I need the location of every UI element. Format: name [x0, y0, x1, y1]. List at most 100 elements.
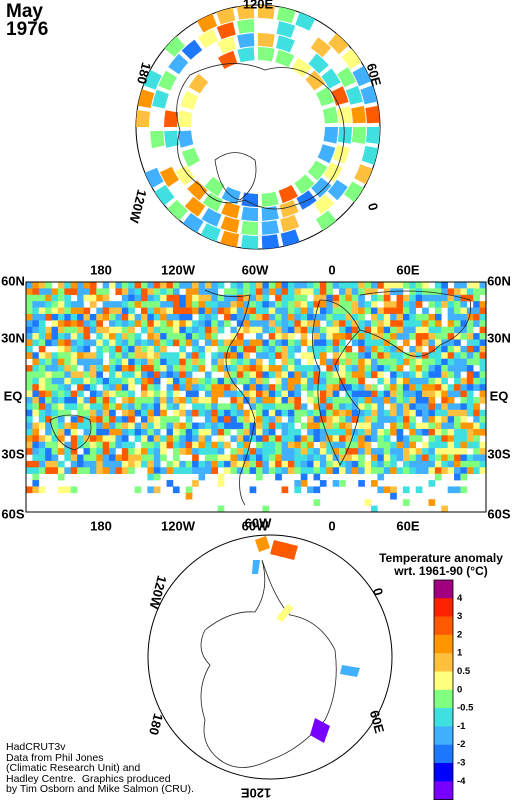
top-lon-label: 60W — [242, 262, 269, 277]
grid-cell — [217, 409, 225, 417]
north-anomaly-cell — [188, 73, 209, 94]
grid-cell — [70, 307, 78, 315]
grid-cell — [390, 486, 397, 494]
grid-cell — [447, 320, 455, 328]
grid-cell — [377, 454, 385, 462]
bottom-lon-label: 0 — [328, 518, 335, 533]
north-anomaly-cell — [323, 127, 339, 144]
grid-cell — [32, 377, 40, 385]
grid-cell — [422, 403, 429, 411]
grid-cell — [172, 384, 180, 391]
grid-cell — [179, 435, 187, 443]
grid-cell — [294, 403, 302, 411]
grid-cell — [383, 467, 391, 474]
grid-cell — [51, 409, 59, 417]
grid-cell — [326, 358, 333, 366]
grid-cell — [313, 403, 321, 411]
grid-cell — [466, 371, 474, 379]
grid-cell — [402, 467, 410, 474]
grid-cell — [38, 403, 46, 411]
grid-cell — [422, 320, 429, 328]
grid-cell — [185, 409, 193, 417]
grid-cell — [230, 301, 238, 308]
grid-cell — [192, 307, 199, 315]
grid-cell — [51, 339, 59, 347]
grid-cell — [160, 448, 167, 455]
grid-cell — [236, 397, 244, 404]
grid-cell — [364, 467, 372, 474]
grid-cell — [109, 435, 116, 443]
grid-cell — [70, 428, 78, 436]
grid-cell — [230, 377, 238, 385]
grid-cell — [300, 422, 308, 430]
grid-cell — [275, 301, 282, 308]
grid-cell — [204, 294, 212, 302]
grid-cell — [121, 377, 129, 385]
grid-cell — [204, 454, 212, 462]
grid-cell — [313, 313, 321, 321]
grid-cell — [147, 345, 155, 353]
grid-cell — [332, 333, 340, 340]
grid-cell — [243, 365, 250, 372]
grid-cell — [153, 486, 161, 494]
grid-cell — [230, 460, 238, 468]
grid-cell — [128, 333, 135, 340]
grid-cell — [294, 313, 302, 321]
grid-cell — [415, 339, 423, 347]
grid-cell — [460, 486, 468, 494]
grid-cell — [109, 307, 116, 315]
grid-cell — [262, 390, 270, 398]
grid-cell — [153, 460, 161, 468]
grid-cell — [415, 365, 423, 372]
grid-cell — [319, 441, 327, 449]
grid-cell — [179, 365, 187, 372]
grid-cell — [51, 454, 59, 462]
grid-cell — [192, 460, 199, 468]
grid-cell — [262, 428, 270, 436]
grid-cell — [128, 441, 135, 449]
grid-cell — [77, 358, 84, 366]
grid-cell — [383, 282, 391, 289]
credit-line4: Hadley Centre. Graphics produced — [6, 772, 171, 785]
grid-cell — [243, 460, 250, 468]
grid-cell — [134, 397, 142, 404]
grid-cell — [428, 320, 436, 328]
grid-cell — [243, 416, 250, 423]
grid-cell — [70, 390, 78, 398]
grid-cell — [109, 320, 116, 328]
grid-cell — [275, 326, 282, 334]
grid-cell — [345, 377, 353, 385]
grid-cell — [230, 454, 238, 462]
grid-cell — [185, 333, 193, 340]
grid-cell — [287, 384, 295, 391]
grid-cell — [38, 441, 46, 449]
grid-cell — [460, 313, 468, 321]
grid-cell — [332, 358, 340, 366]
grid-cell — [326, 390, 333, 398]
grid-cell — [300, 320, 308, 328]
grid-cell — [141, 282, 148, 289]
grid-cell — [45, 377, 52, 385]
grid-cell — [198, 352, 206, 359]
grid-cell — [134, 352, 142, 359]
grid-cell — [473, 320, 480, 328]
grid-cell — [26, 365, 33, 372]
grid-cell — [326, 441, 333, 449]
north-anomaly-cell — [154, 184, 175, 206]
grid-cell — [45, 282, 52, 289]
grid-cell — [51, 467, 59, 474]
grid-cell — [371, 448, 378, 455]
grid-cell — [371, 307, 378, 315]
grid-cell — [96, 416, 103, 423]
grid-cell — [466, 403, 474, 411]
grid-cell — [415, 288, 423, 296]
north-anomaly-cell — [305, 70, 326, 91]
grid-cell — [479, 428, 487, 436]
grid-cell — [211, 339, 218, 347]
grid-cell — [396, 307, 404, 315]
grid-cell — [377, 416, 385, 423]
grid-cell — [121, 403, 129, 411]
grid-cell — [447, 454, 455, 462]
grid-cell — [396, 294, 404, 302]
grid-cell — [147, 326, 155, 334]
